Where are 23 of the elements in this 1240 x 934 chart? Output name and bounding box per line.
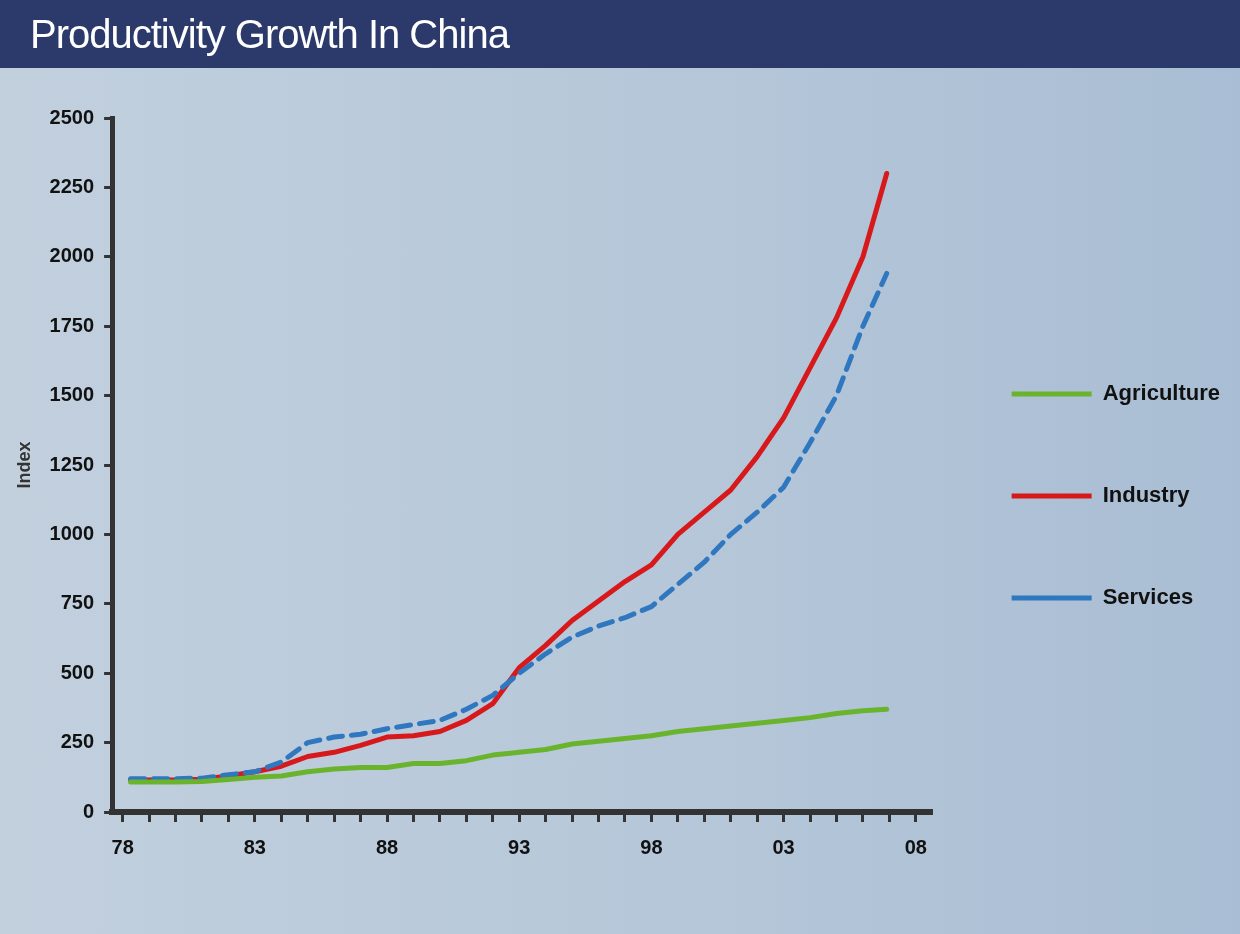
legend-label: Agriculture [1102,380,1221,406]
legend-label: Services [1102,584,1194,610]
x-tick-label: 83 [243,835,266,858]
y-tick-label: 2000 [49,244,95,267]
y-tick-label: 0 [82,799,95,822]
x-tick-label: 93 [508,835,531,858]
y-tick-label: 1000 [49,521,95,544]
y-tick-label: 1500 [49,383,95,406]
y-tick-label: 2500 [49,105,95,128]
chart-title: Productivity Growth In China [0,0,1240,68]
y-tick-label: 250 [60,730,95,753]
y-tick-label: 1750 [49,313,95,336]
y-tick-label: 1250 [49,452,95,475]
x-tick-label: 03 [772,835,795,858]
y-tick-label: 500 [60,660,95,683]
y-tick-label: 750 [60,591,95,614]
x-tick-label: 08 [904,835,927,858]
x-tick-label: 88 [375,835,399,858]
x-tick-label: 98 [640,835,663,858]
x-tick-label: 78 [111,835,134,858]
y-tick-label: 2250 [49,174,95,197]
legend-label: Industry [1102,482,1191,508]
y-axis-title: Index [13,441,34,489]
